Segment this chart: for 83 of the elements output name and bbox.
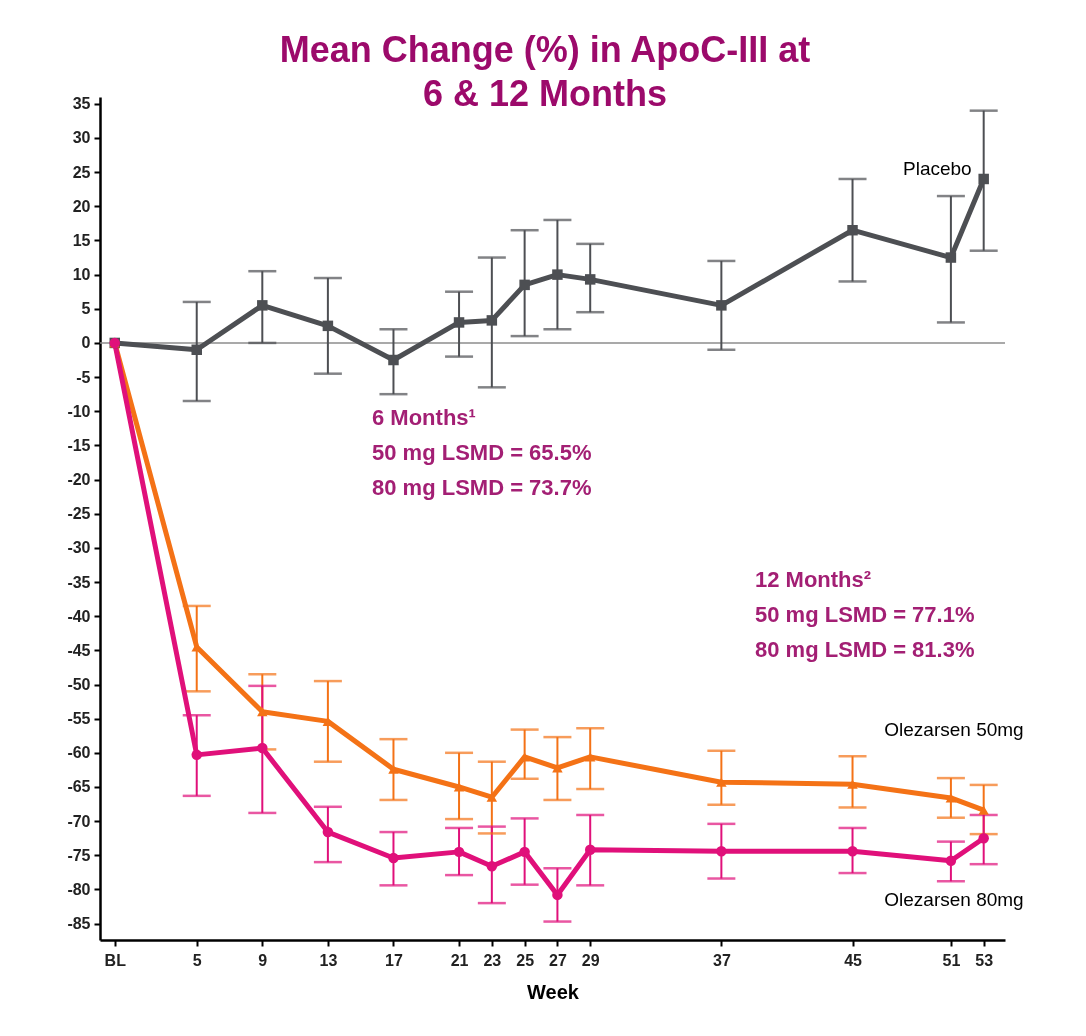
x-tick-label: 29: [581, 951, 600, 969]
y-tick-label: -10: [67, 402, 91, 420]
y-tick-label: -5: [76, 368, 91, 386]
x-tick-label: 9: [258, 951, 268, 969]
point: [847, 224, 858, 236]
annotation: 50 mg LSMD = 65.5%: [372, 439, 592, 467]
point: [847, 779, 858, 789]
y-tick-label: -40: [67, 607, 91, 625]
x-axis-title: Week: [527, 980, 580, 1003]
point: [552, 763, 563, 773]
point: [945, 793, 957, 803]
point: [978, 805, 989, 815]
y-tick-label: -55: [67, 710, 91, 728]
y-tick-label: 5: [81, 300, 91, 318]
point: [257, 742, 268, 754]
y-tick-label: -30: [67, 539, 91, 557]
annotation: 12 Months²: [755, 566, 872, 594]
y-tick-label: -20: [67, 471, 91, 489]
point: [945, 855, 957, 866]
y-tick-label: -75: [67, 846, 91, 864]
point: [322, 320, 334, 332]
y-tick-label: 10: [72, 266, 91, 284]
point: [978, 173, 989, 185]
x-tick-label: 23: [483, 951, 502, 969]
point: [716, 845, 727, 857]
x-tick-label: 53: [975, 951, 994, 969]
annotation: 6 Months¹: [372, 404, 476, 432]
x-tick-label: BL: [104, 951, 127, 969]
point: [716, 300, 727, 311]
point: [584, 844, 596, 856]
series-label: Placebo: [903, 157, 972, 179]
point: [486, 860, 498, 872]
x-tick-label: 21: [450, 951, 469, 969]
point: [716, 777, 727, 787]
y-tick-label: 25: [72, 163, 91, 181]
x-tick-label: 5: [192, 951, 202, 969]
y-tick-label: 15: [72, 231, 91, 249]
y-tick-label: -25: [67, 505, 91, 523]
annotation: 80 mg LSMD = 73.7%: [372, 474, 592, 502]
y-tick-label: -85: [67, 915, 91, 933]
x-tick-label: 25: [516, 951, 535, 969]
point: [486, 315, 498, 326]
y-tick-label: -65: [67, 778, 91, 796]
point: [453, 317, 465, 328]
point: [191, 344, 202, 356]
point: [257, 707, 268, 717]
point: [388, 852, 399, 864]
y-tick-label: 35: [72, 95, 91, 113]
point: [453, 846, 465, 858]
point: [519, 279, 530, 291]
point: [388, 354, 399, 366]
point: [453, 782, 465, 792]
point: [584, 274, 596, 285]
x-tick-label: 13: [319, 951, 338, 969]
x-tick-label: 51: [942, 951, 961, 969]
y-tick-label: -50: [67, 676, 91, 693]
y-tick-label: 30: [72, 129, 91, 147]
x-tick-label: 17: [385, 951, 403, 969]
x-tick-label: 37: [712, 951, 731, 969]
point: [978, 832, 989, 844]
y-tick-label: -45: [67, 641, 91, 659]
point: [552, 269, 563, 280]
y-tick-label: -70: [67, 812, 91, 830]
point: [945, 252, 957, 263]
y-tick-label: 0: [81, 334, 91, 352]
point: [847, 845, 858, 857]
point: [191, 749, 202, 761]
series-label: Olezarsen 80mg: [884, 889, 1024, 911]
x-tick-label: 45: [844, 951, 863, 969]
y-tick-label: -80: [67, 880, 91, 898]
point: [584, 752, 596, 762]
text: Olezarsen 50mg: [884, 719, 1024, 741]
point: [519, 846, 530, 858]
x-tick-label: 27: [549, 951, 567, 969]
y-tick-label: -15: [67, 436, 91, 454]
y-tick-label: 20: [72, 197, 91, 215]
point: [322, 826, 334, 838]
chart-title: Mean Change (%) in ApoC-III at 6 & 12 Months: [278, 28, 812, 116]
point: [257, 300, 268, 311]
annotation: 50 mg LSMD = 77.1%: [755, 601, 975, 629]
y-tick-label: -35: [67, 573, 91, 591]
annotation: 80 mg LSMD = 81.3%: [755, 636, 975, 664]
y-tick-label: -60: [67, 744, 91, 762]
